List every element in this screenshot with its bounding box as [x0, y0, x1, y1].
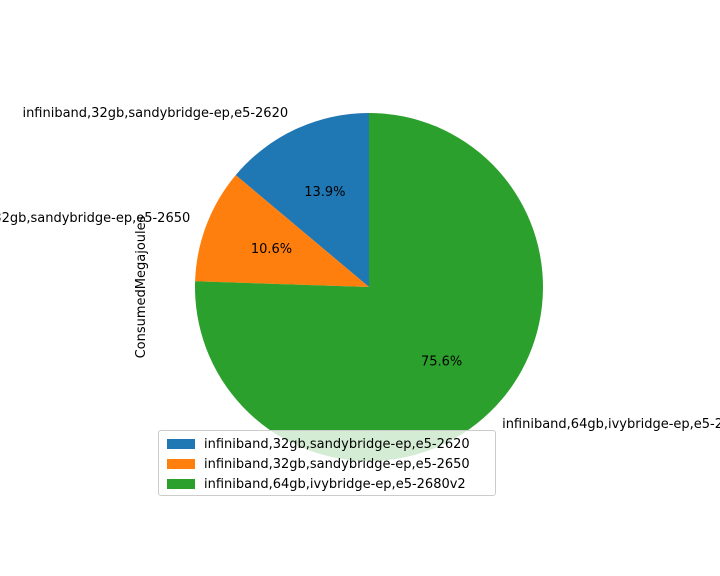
- pie-slice: [235, 113, 369, 287]
- percent-label: 10.6%: [251, 242, 292, 257]
- pie-slices: [195, 113, 543, 461]
- legend-item: infiniband,32gb,sandybridge-ep,e5-2650: [167, 454, 487, 474]
- pie-slice: [195, 113, 543, 461]
- legend-swatch: [167, 459, 195, 469]
- percent-label: 13.9%: [304, 185, 345, 200]
- legend-label: infiniband,64gb,ivybridge-ep,e5-2680v2: [204, 476, 466, 492]
- legend-item: infiniband,32gb,sandybridge-ep,e5-2620: [167, 434, 487, 454]
- legend-item: infiniband,64gb,ivybridge-ep,e5-2680v2: [167, 474, 487, 494]
- legend-label: infiniband,32gb,sandybridge-ep,e5-2650: [204, 456, 470, 472]
- legend-swatch: [167, 439, 195, 449]
- pie-labels: infiniband,32gb,sandybridge-ep,e5-2620 13…: [0, 106, 720, 432]
- slice-label: infiniband,32gb,sandybridge-ep,e5-2650: [0, 211, 190, 226]
- percent-label: 75.6%: [421, 355, 462, 370]
- slice-label: infiniband,32gb,sandybridge-ep,e5-2620: [22, 106, 288, 121]
- legend-label: infiniband,32gb,sandybridge-ep,e5-2620: [204, 436, 470, 452]
- slice-label: infiniband,64gb,ivybridge-ep,e5-2680v2: [502, 417, 720, 432]
- legend: infiniband,32gb,sandybridge-ep,e5-2620 i…: [158, 430, 496, 496]
- legend-swatch: [167, 479, 195, 489]
- y-axis-label: ConsumedMegajoules: [134, 215, 149, 358]
- pie-slice: [195, 175, 369, 287]
